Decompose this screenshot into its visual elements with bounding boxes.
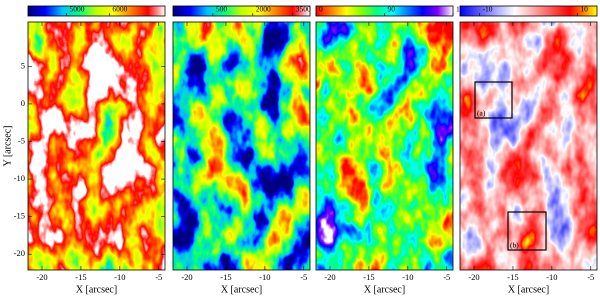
region-label: (b) [510, 241, 519, 250]
colorbar-tick-label: 500 [216, 5, 228, 14]
region-box [474, 81, 513, 119]
x-tick-label: -5 [155, 272, 162, 282]
y-axis-label: Y [arcsec] [2, 126, 13, 167]
x-axis-label: X [arcsec] [221, 284, 262, 295]
colorbar [172, 5, 311, 17]
image-map [460, 22, 597, 270]
x-tick-label: -10 [546, 272, 557, 282]
colorbar-tick-label: 3500 [296, 5, 311, 14]
image-map [173, 22, 310, 270]
plot-frame [315, 21, 454, 271]
y-tick-label: 0 [21, 98, 25, 108]
colorbar-tick-label: 5000 [70, 5, 85, 14]
colorbar-tick-label: 6000 [112, 5, 127, 14]
x-tick-label: -15 [75, 272, 86, 282]
plot-frame [172, 21, 311, 271]
image-map [316, 22, 453, 270]
colorbar [459, 5, 598, 17]
x-tick-label: -20 [468, 272, 479, 282]
x-tick-label: -10 [402, 272, 413, 282]
colorbar-tick-label: 10 [580, 5, 588, 14]
region-label: (a) [477, 109, 486, 118]
image-map [28, 22, 165, 270]
x-axis-label: X [arcsec] [508, 284, 549, 295]
region-box [507, 211, 547, 251]
x-tick-label: -10 [114, 272, 125, 282]
y-tick-label: -20 [14, 248, 25, 258]
y-tick-label: -15 [14, 211, 25, 221]
x-tick-label: -15 [363, 272, 374, 282]
x-tick-label: -5 [587, 272, 594, 282]
colorbar-tick-label: 2000 [256, 5, 271, 14]
colorbar-tick-label: 0 [319, 5, 323, 14]
x-tick-label: -15 [220, 272, 231, 282]
x-tick-label: -5 [443, 272, 450, 282]
x-tick-label: -20 [181, 272, 192, 282]
y-tick-label: 5 [21, 60, 25, 70]
y-tick-label: -5 [18, 135, 25, 145]
x-axis-label: X [arcsec] [76, 284, 117, 295]
x-tick-label: -20 [36, 272, 47, 282]
colorbar [27, 5, 166, 17]
x-tick-label: -5 [300, 272, 307, 282]
x-tick-label: -10 [259, 272, 270, 282]
colorbar-tick-label: 90 [388, 5, 396, 14]
plot-frame [459, 21, 598, 271]
y-tick-label: -10 [14, 173, 25, 183]
x-tick-label: -20 [324, 272, 335, 282]
plot-frame [27, 21, 166, 271]
x-tick-label: -15 [507, 272, 518, 282]
colorbar-tick-label: -10 [483, 5, 493, 14]
x-axis-label: X [arcsec] [364, 284, 405, 295]
